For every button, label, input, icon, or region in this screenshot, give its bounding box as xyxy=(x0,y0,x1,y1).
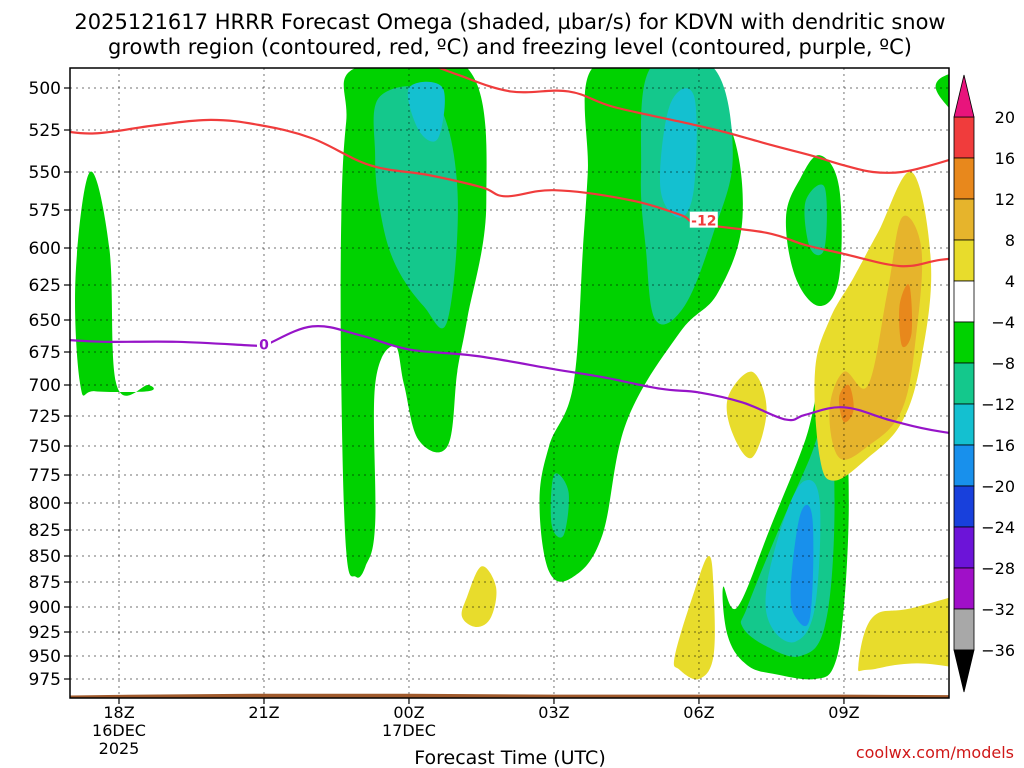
colorbar-label: −8 xyxy=(991,354,1015,373)
y-tick-label: 550 xyxy=(29,163,61,183)
colorbar-bin xyxy=(953,567,975,610)
dgz-contour-1 xyxy=(436,68,949,174)
colorbar-top-arrow xyxy=(953,74,975,118)
colorbar-label: 8 xyxy=(1005,231,1015,250)
colorbar-bin xyxy=(953,608,975,651)
credit-text: coolwx.com/models xyxy=(856,743,1014,762)
colorbar-label: −28 xyxy=(981,559,1015,578)
omega-region-cyan-13 xyxy=(659,88,697,218)
omega-region-teal-8 xyxy=(550,473,569,538)
x-axis-label: Forecast Time (UTC) xyxy=(414,747,605,768)
y-tick-label: 500 xyxy=(29,79,61,99)
terrain-fill xyxy=(70,693,949,698)
dgz-contour-0 xyxy=(70,118,949,268)
freezing-label-bg xyxy=(256,335,271,352)
x-tick-label: 06Z xyxy=(683,703,714,722)
colorbar-bin xyxy=(953,321,975,364)
y-tick-label: 725 xyxy=(29,407,61,427)
colorbar-label: 12 xyxy=(995,190,1015,209)
y-tick-label: 975 xyxy=(29,670,61,690)
y-tick-label: 875 xyxy=(29,573,61,593)
y-tick-label: 950 xyxy=(29,647,61,667)
omega-region-teal-9 xyxy=(804,184,827,256)
x-tick-date: 17DEC xyxy=(382,721,436,740)
omega-region-green-0 xyxy=(75,171,154,396)
omega-region-blue-15 xyxy=(790,504,814,627)
omega-region-yellow-20 xyxy=(858,597,949,672)
y-tick-label: 625 xyxy=(29,276,61,296)
y-tick-label: 825 xyxy=(29,521,61,541)
chart-title-line1: 2025121617 HRRR Forecast Omega (shaded, … xyxy=(74,10,945,34)
colorbar-bin xyxy=(953,198,975,241)
omega-region-yellow-18 xyxy=(461,566,497,627)
x-tick-label: 00Z xyxy=(393,703,424,722)
colorbar-label: −12 xyxy=(981,395,1015,414)
omega-region-green-4 xyxy=(935,74,949,108)
y-tick-label: 575 xyxy=(29,201,61,221)
colorbar-label: −32 xyxy=(981,600,1015,619)
chart-title-line2: growth region (contoured, red, ºC) and f… xyxy=(108,35,912,59)
omega-region-teal-10 xyxy=(988,65,1024,106)
colorbar-bin xyxy=(953,157,975,200)
colorbar-label: −36 xyxy=(981,641,1015,660)
colorbar: 20 16 12 8 4 −4 −8 −12 −16 −20 −24 −28 −32 −36 xyxy=(953,74,1015,693)
x-tick-label: 21Z xyxy=(248,703,279,722)
colorbar-bin xyxy=(953,116,975,159)
colorbar-bin xyxy=(953,444,975,487)
plot-area: -12 0 xyxy=(70,65,1024,698)
colorbar-bin xyxy=(953,362,975,405)
colorbar-label: −20 xyxy=(981,477,1015,496)
colorbar-bin xyxy=(953,403,975,446)
omega-region-yellow-17 xyxy=(673,555,715,680)
y-tick-label: 800 xyxy=(29,494,61,514)
colorbar-label: 16 xyxy=(995,149,1015,168)
x-tick-label: 03Z xyxy=(538,703,569,722)
colorbar-bin xyxy=(953,485,975,528)
x-tick-label: 09Z xyxy=(828,703,859,722)
y-tick-label: 675 xyxy=(29,343,61,363)
plot-frame xyxy=(69,67,950,699)
dgz-contour-label: -12 xyxy=(691,214,716,230)
y-tick-label: 700 xyxy=(29,376,61,396)
omega-region-yellow-19 xyxy=(726,371,767,459)
y-tick-label: 925 xyxy=(29,623,61,643)
y-tick-label: 525 xyxy=(29,121,61,141)
y-tick-label: 600 xyxy=(29,239,61,259)
omega-region-teal-6 xyxy=(373,86,458,329)
terrain xyxy=(70,693,949,698)
x-tick-date: 16DEC xyxy=(92,721,146,740)
y-tick-label: 900 xyxy=(29,598,61,618)
colorbar-bin xyxy=(953,280,975,323)
omega-region-orange-23 xyxy=(899,284,913,348)
gridlines xyxy=(70,68,949,698)
colorbar-label: 4 xyxy=(1005,272,1015,291)
contour-lines: -12 0 xyxy=(70,68,949,435)
x-tick-label: 18Z xyxy=(103,703,134,722)
colorbar-bin xyxy=(953,239,975,282)
y-tick-label: 775 xyxy=(29,466,61,486)
colorbar-bottom-arrow xyxy=(953,649,975,693)
y-axis: 500 525 550 575 600 625 650 675 700 725 750 775 800 8… xyxy=(29,79,70,690)
colorbar-label: −4 xyxy=(991,313,1015,332)
colorbar-bin xyxy=(953,526,975,569)
freezing-contour-label: 0 xyxy=(259,337,269,353)
colorbar-label: 20 xyxy=(995,108,1015,127)
x-tick-year: 2025 xyxy=(99,739,140,758)
colorbar-label: −16 xyxy=(981,436,1015,455)
colorbar-label: −24 xyxy=(981,518,1015,537)
omega-region-orange-22 xyxy=(838,384,854,423)
freezing-level-contour xyxy=(70,324,949,435)
omega-region-cyan-12 xyxy=(407,81,445,142)
y-tick-label: 750 xyxy=(29,437,61,457)
y-tick-label: 650 xyxy=(29,311,61,331)
dgz-label-bg xyxy=(689,211,718,228)
y-tick-label: 850 xyxy=(29,547,61,567)
omega-shaded-regions xyxy=(75,65,1024,680)
